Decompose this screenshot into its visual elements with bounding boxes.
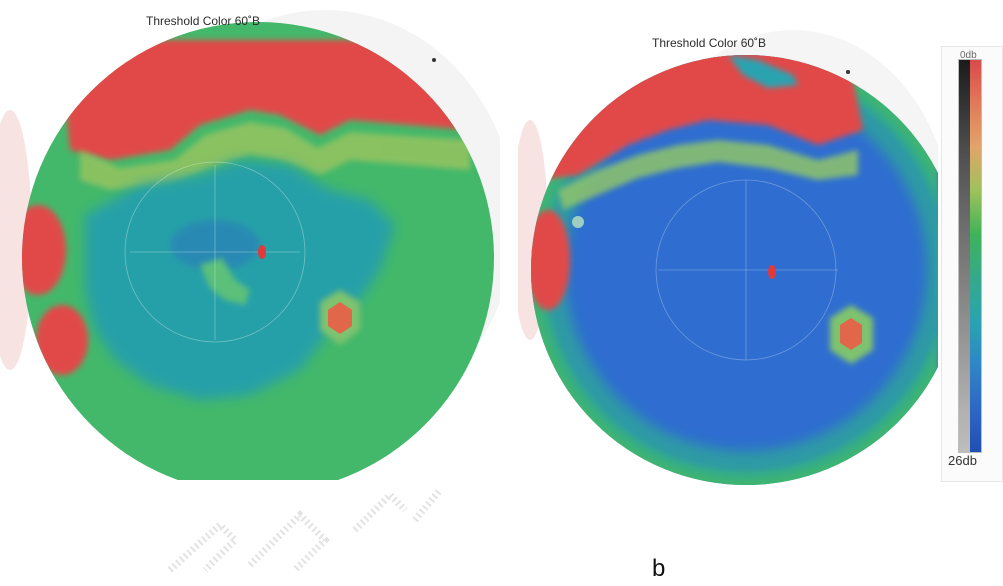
left-red-hexagon-spot	[328, 302, 352, 334]
right-red-hexagon-spot	[840, 318, 862, 350]
left-teal-center-region	[85, 160, 395, 400]
faint-watermark	[167, 487, 443, 573]
left-edge-shade	[0, 110, 32, 370]
legend-color-bar	[958, 59, 982, 453]
left-panel-title: Threshold Color 60˚B	[146, 14, 261, 28]
right-panel-title: Threshold Color 60˚B	[652, 36, 767, 50]
left-field-panel: Threshold Color 60˚B	[0, 0, 500, 480]
left-red-top-region	[60, 40, 470, 160]
right-threshold-map	[518, 30, 938, 485]
right-field-panel: Threshold Color 60˚B	[518, 0, 938, 500]
legend-top-label: 0db	[960, 50, 977, 61]
legend-gray-strip	[959, 60, 970, 452]
left-red-dot	[258, 245, 266, 259]
legend-color-strip	[970, 60, 981, 452]
color-scale-legend: 0db 26db	[941, 46, 1003, 482]
left-threshold-map	[0, 10, 500, 480]
legend-bottom-label: 26db	[948, 453, 977, 468]
figure-caption: b	[652, 555, 666, 582]
right-red-edge-spot	[531, 210, 570, 310]
right-red-dot	[768, 265, 776, 279]
left-red-edge-spot-upper	[22, 205, 66, 295]
left-red-edge-spot-lower	[36, 305, 88, 375]
